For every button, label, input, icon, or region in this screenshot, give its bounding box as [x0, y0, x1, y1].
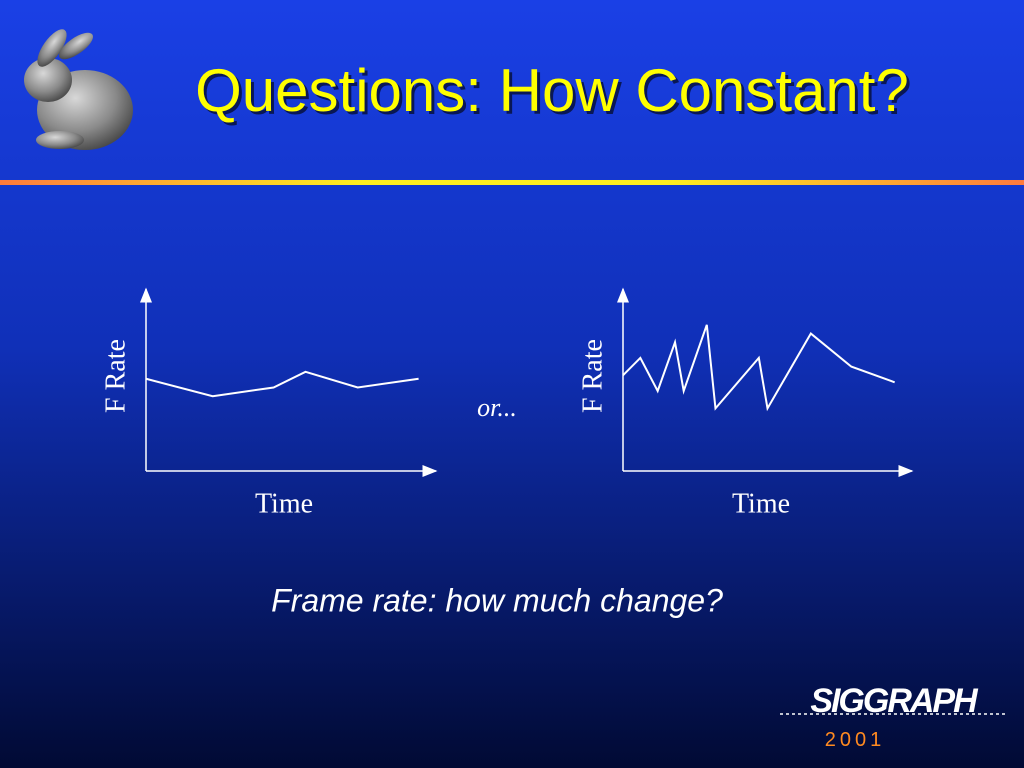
data-line — [622, 324, 895, 412]
connector-text: or... — [477, 393, 517, 422]
y-axis-label: F Rate — [577, 339, 608, 413]
title-rule — [0, 180, 1024, 185]
caption: Frame rate: how much change? — [271, 582, 723, 618]
logo: SIGGRAPH 2001 — [780, 682, 1005, 751]
bunny-icon — [24, 29, 133, 150]
logo-name: SIGGRAPH — [810, 682, 979, 720]
data-line — [145, 370, 419, 398]
x-axis-label: Time — [255, 488, 313, 519]
logo-year: 2001 — [825, 729, 886, 751]
title-shadow: Questions: How Constant? — [198, 60, 912, 127]
x-axis-label: Time — [732, 488, 790, 519]
y-axis-label: F Rate — [100, 339, 131, 413]
title: Questions: How Constant? — [195, 57, 909, 124]
